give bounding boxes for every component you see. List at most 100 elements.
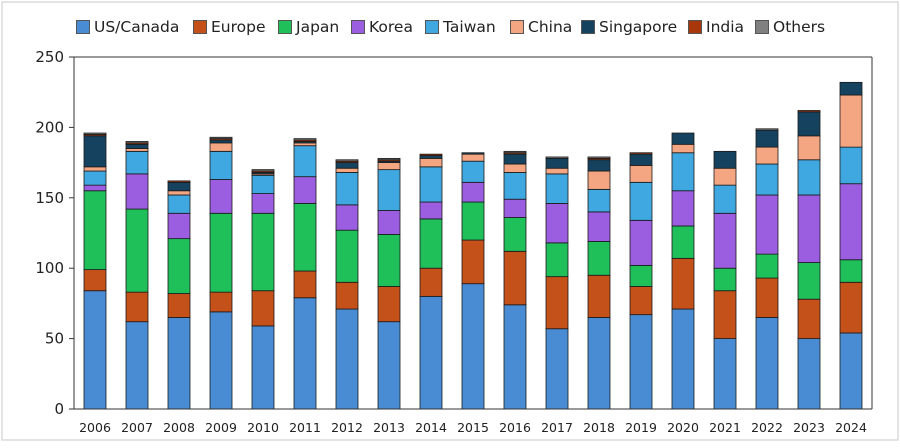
bar-segment: [335, 281, 359, 310]
bar-segment: [839, 81, 863, 96]
bar-segment: [335, 159, 359, 162]
bars-layer: [83, 81, 863, 410]
bar-segment: [419, 157, 443, 168]
bar-segment: [461, 239, 485, 285]
x-tick-label: 2017: [541, 420, 573, 435]
bar-segment: [461, 160, 485, 183]
bar-segment: [755, 129, 779, 148]
bar-segment: [755, 146, 779, 165]
bar-segment: [839, 183, 863, 261]
bar-segment: [335, 308, 359, 410]
x-tick-label: 2007: [121, 420, 153, 435]
bar-segment: [671, 152, 695, 192]
bar-segment: [839, 281, 863, 334]
x-tick-label: 2006: [79, 420, 111, 435]
bar-segment: [335, 229, 359, 283]
bar-segment: [671, 225, 695, 259]
bar-segment: [335, 162, 359, 169]
bar-segment: [83, 184, 107, 192]
bar-segment: [797, 159, 821, 196]
bar-segment: [629, 153, 653, 166]
bar-segment: [167, 180, 191, 183]
bar-segment: [545, 276, 569, 330]
legend-item: Taiwan: [425, 17, 496, 37]
legend-swatch: [278, 20, 292, 34]
legend-item: Europe: [193, 17, 266, 37]
legend-swatch: [351, 20, 365, 34]
bar-segment: [377, 169, 401, 211]
x-tick-label: 2018: [583, 420, 615, 435]
x-tick-label: 2019: [625, 420, 657, 435]
bar-segment: [713, 184, 737, 214]
legend-label: US/Canada: [94, 18, 180, 36]
bar-segment: [503, 250, 527, 306]
bar-segment: [629, 264, 653, 287]
bar-segment: [209, 291, 233, 313]
bar-segment: [629, 152, 653, 155]
bar-segment: [293, 203, 317, 272]
bar-segment: [419, 218, 443, 269]
bar-segment: [797, 135, 821, 161]
bar-segment: [671, 132, 695, 145]
bar-segment: [83, 290, 107, 410]
bar-segment: [419, 201, 443, 220]
bar-segment: [167, 190, 191, 196]
bar-segment: [545, 157, 569, 169]
bar-segment: [251, 325, 275, 410]
bar-segment: [545, 203, 569, 244]
bar-segment: [167, 212, 191, 240]
bar-segment: [545, 167, 569, 175]
bar-segment: [755, 163, 779, 196]
bar-segment: [419, 153, 443, 156]
bar-segment: [629, 181, 653, 221]
y-tick-label: 200: [35, 118, 64, 136]
bar-segment: [545, 156, 569, 159]
bar-segment: [503, 172, 527, 200]
bar-segment: [377, 234, 401, 287]
bar-segment: [587, 188, 611, 213]
bar-segment: [839, 94, 863, 148]
bar-segment: [167, 293, 191, 318]
x-tick-label: 2009: [205, 420, 237, 435]
axes-layer: 2006 2007 2008 2009 2010 2011 2012 2013 2014 2015…: [35, 48, 873, 435]
bar-segment: [251, 193, 275, 214]
legend-swatch: [425, 20, 439, 34]
bar-segment: [671, 257, 695, 310]
bar-segment: [209, 179, 233, 214]
bar-segment: [377, 162, 401, 171]
legend-item: India: [688, 17, 744, 37]
bar-segment: [587, 317, 611, 410]
bar-segment: [209, 136, 233, 140]
bar-segment: [797, 194, 821, 263]
bar-segment: [125, 150, 149, 175]
bar-segment: [167, 317, 191, 410]
bar-segment: [419, 155, 443, 159]
y-tick-label: 100: [35, 259, 64, 277]
bar-segment: [125, 173, 149, 210]
bar-segment: [713, 267, 737, 292]
x-tick-label: 2023: [793, 420, 825, 435]
legend-label: Taiwan: [443, 18, 496, 36]
bar-segment: [503, 198, 527, 218]
bar-segment: [125, 141, 149, 144]
x-tick-label: 2010: [247, 420, 279, 435]
bar-segment: [251, 212, 275, 292]
x-tick-label: 2016: [499, 420, 531, 435]
legend-label: Europe: [211, 18, 266, 36]
legend-swatch: [755, 20, 769, 34]
bar-segment: [293, 138, 317, 141]
bar-segment: [587, 211, 611, 242]
x-tick-label: 2014: [415, 420, 447, 435]
bar-segment: [461, 153, 485, 162]
bar-segment: [503, 304, 527, 410]
bar-segment: [671, 190, 695, 227]
bar-segment: [503, 150, 527, 154]
legend-label: Korea: [369, 18, 413, 36]
bar-segment: [167, 194, 191, 214]
legend-label: China: [528, 18, 573, 36]
bar-segment: [755, 277, 779, 318]
bar-segment: [377, 210, 401, 235]
bar-segment: [335, 172, 359, 206]
bar-segment: [461, 181, 485, 203]
